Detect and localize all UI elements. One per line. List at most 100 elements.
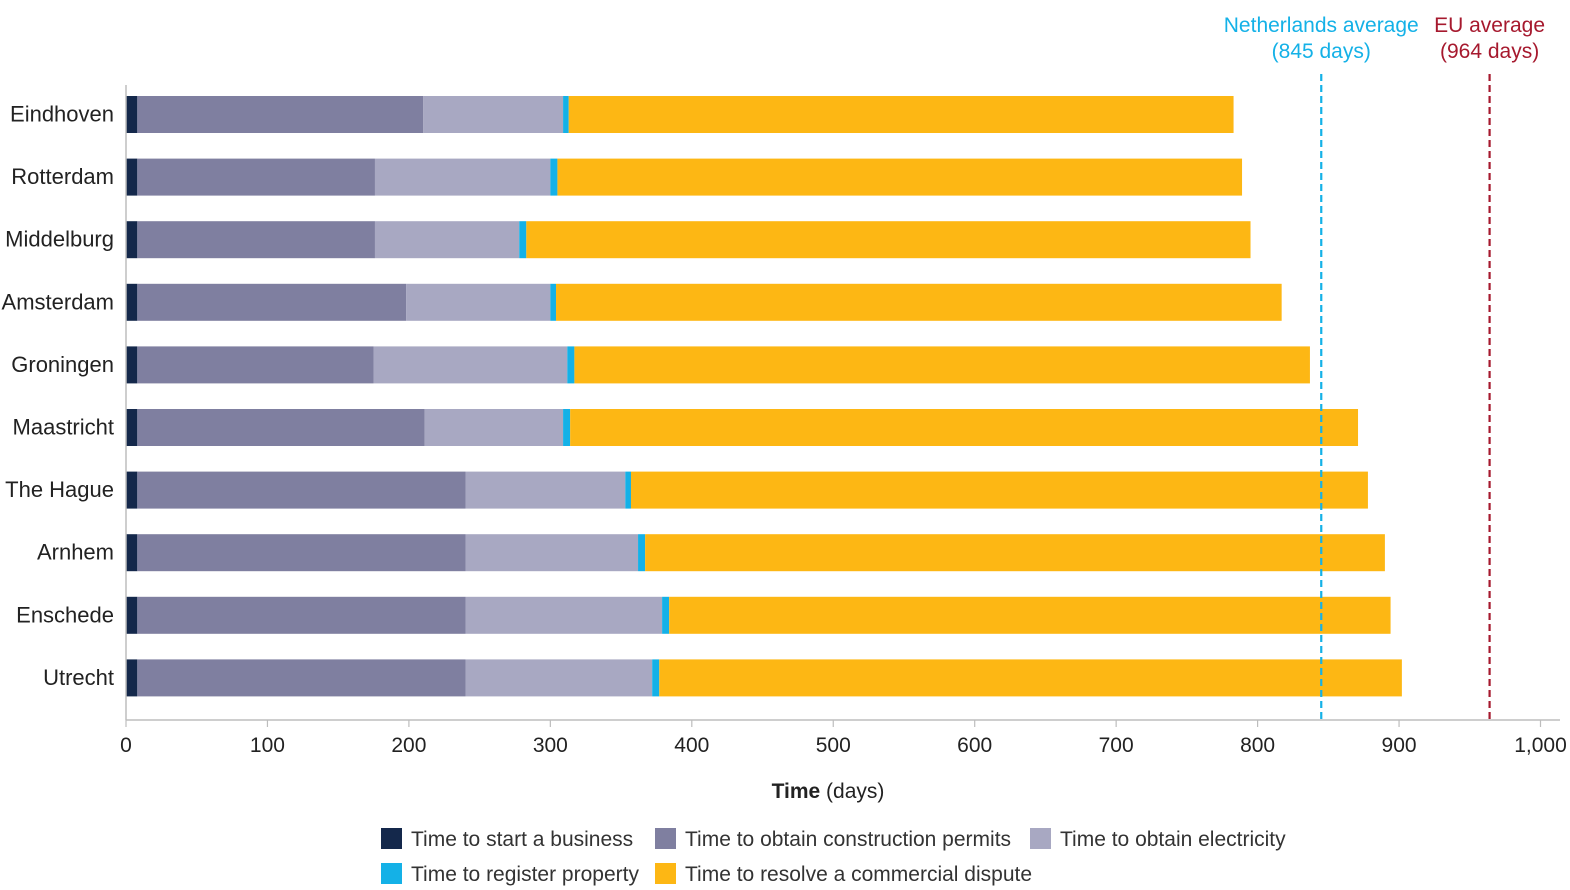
legend-item: Time to register property — [381, 863, 639, 886]
x-tick-label: 200 — [391, 734, 426, 757]
bar-segment — [126, 346, 138, 384]
x-tick-label: 300 — [533, 734, 568, 757]
reference-value-label: (845 days) — [1272, 40, 1371, 63]
reference-label: Netherlands average — [1224, 14, 1419, 37]
category-label: Eindhoven — [10, 102, 114, 127]
bar-segment — [137, 659, 466, 697]
bar-segment — [423, 96, 564, 133]
bar-segment — [465, 471, 626, 509]
legend-item: Time to resolve a commercial dispute — [655, 863, 1032, 886]
bar-segment — [556, 283, 1282, 321]
bar-segment — [659, 659, 1402, 697]
x-tick-label: 100 — [250, 734, 285, 757]
bar-segment — [126, 158, 138, 196]
category-label: Enschede — [16, 602, 114, 627]
bar-segment — [137, 96, 424, 133]
x-tick-label: 0 — [120, 734, 132, 757]
x-tick-label: 1,000 — [1514, 734, 1567, 757]
legend-label: Time to resolve a commercial dispute — [685, 863, 1032, 886]
legend-swatch — [655, 863, 676, 884]
x-axis-label-bold: Time — [772, 780, 821, 803]
bar-segment — [137, 158, 375, 196]
bar-segment — [374, 221, 520, 259]
legend-label: Time to obtain construction permits — [685, 828, 1011, 851]
category-label: The Hague — [5, 477, 114, 502]
category-label: Groningen — [11, 352, 114, 377]
category-label: Maastricht — [13, 415, 114, 440]
bar-segment — [526, 221, 1251, 259]
legend-label: Time to start a business — [411, 828, 633, 851]
category-label: Arnhem — [37, 540, 114, 565]
bar-segment — [126, 596, 138, 634]
bar-segment — [669, 596, 1391, 634]
bar-segment — [137, 471, 466, 509]
x-ticks-group: 0 100 200 300 400 500 600 700 800 900 1,000 — [120, 720, 1567, 757]
bar-segment — [550, 283, 557, 321]
x-tick-label: 500 — [816, 734, 851, 757]
x-tick-label: 400 — [674, 734, 709, 757]
bar-segment — [137, 221, 375, 259]
reference-value-label: (964 days) — [1440, 40, 1539, 63]
bar-segment — [137, 596, 466, 634]
bar-segment — [465, 534, 639, 572]
bar-segment — [630, 471, 1368, 509]
bar-segment — [137, 283, 407, 321]
legend-swatch — [655, 828, 676, 849]
x-axis-label: Time (days) — [772, 780, 885, 803]
bar-segment — [570, 409, 1359, 446]
bar-segment — [126, 221, 138, 259]
x-tick-label: 900 — [1382, 734, 1417, 757]
bars-group — [126, 96, 1402, 697]
bar-segment — [126, 96, 138, 133]
bar-segment — [137, 534, 466, 572]
category-label: Amsterdam — [2, 289, 114, 314]
bar-segment — [126, 283, 138, 321]
legend-label: Time to register property — [411, 863, 639, 886]
bar-segment — [406, 283, 551, 321]
legend-label: Time to obtain electricity — [1060, 828, 1286, 851]
legend-swatch — [381, 863, 402, 884]
bar-segment — [137, 409, 425, 446]
bar-segment — [373, 346, 568, 384]
reference-label: EU average — [1434, 14, 1545, 37]
bar-segment — [465, 659, 653, 697]
bar-segment — [126, 409, 138, 446]
category-label: Utrecht — [43, 665, 114, 690]
bar-segment — [652, 659, 660, 697]
bar-segment — [625, 471, 631, 509]
bar-segment — [563, 96, 569, 133]
bar-segment — [550, 158, 558, 196]
bar-segment — [126, 659, 138, 697]
bar-segment — [645, 534, 1385, 572]
x-axis-label-unit: (days) — [820, 780, 884, 803]
bar-segment — [126, 471, 138, 509]
bar-segment — [568, 96, 1234, 133]
bar-segment — [567, 346, 575, 384]
category-labels-group: Eindhoven Rotterdam Middelburg Amsterdam Gro… — [2, 102, 114, 690]
category-label: Rotterdam — [11, 164, 114, 189]
bar-segment — [638, 534, 646, 572]
bar-segment — [662, 596, 670, 634]
category-label: Middelburg — [5, 227, 114, 252]
bar-segment — [574, 346, 1310, 384]
legend-item: Time to obtain electricity — [1030, 828, 1286, 851]
legend-swatch — [381, 828, 402, 849]
bar-segment — [519, 221, 527, 259]
legend-swatch — [1030, 828, 1051, 849]
bar-segment — [424, 409, 564, 446]
x-tick-label: 800 — [1240, 734, 1275, 757]
reference-lines-group: Netherlands average (845 days) EU average (… — [1224, 14, 1545, 720]
bar-segment — [557, 158, 1243, 196]
bar-segment — [374, 158, 551, 196]
bar-segment — [137, 346, 374, 384]
bar-segment — [563, 409, 571, 446]
legend-item: Time to start a business — [381, 828, 633, 851]
legend: Time to start a business Time to obtain c… — [381, 828, 1286, 886]
x-tick-label: 600 — [957, 734, 992, 757]
bar-segment — [126, 534, 138, 572]
x-tick-label: 700 — [1099, 734, 1134, 757]
bar-segment — [465, 596, 663, 634]
legend-item: Time to obtain construction permits — [655, 828, 1011, 851]
axes-group — [125, 85, 1560, 721]
